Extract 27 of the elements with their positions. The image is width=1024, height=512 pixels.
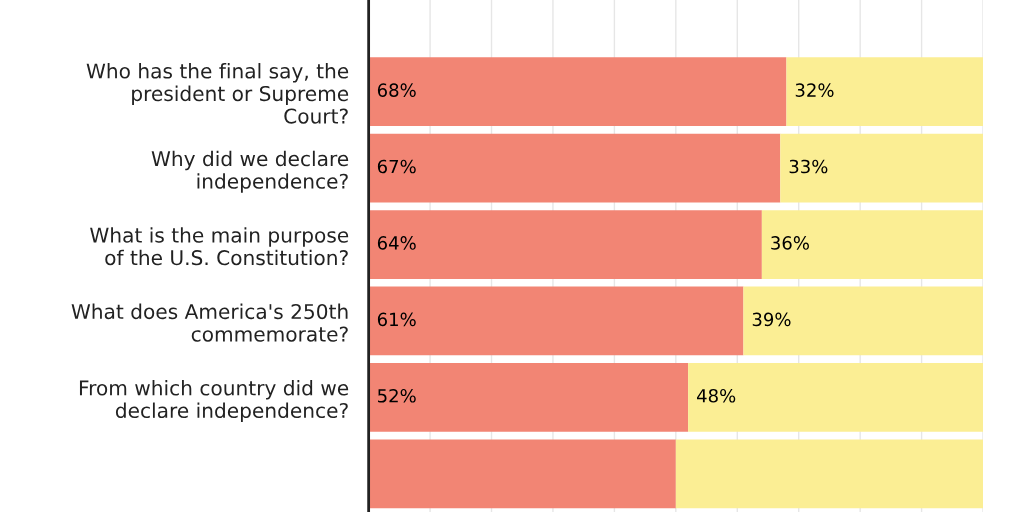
data-label: 52% bbox=[378, 388, 416, 403]
bar bbox=[368, 133, 781, 203]
data-label: 32% bbox=[795, 83, 834, 97]
bar bbox=[675, 439, 984, 509]
data-label: 33% bbox=[789, 159, 828, 174]
bar bbox=[743, 286, 984, 356]
data-label: 48% bbox=[697, 388, 736, 403]
data-label: 61% bbox=[377, 312, 416, 327]
bar bbox=[368, 210, 762, 279]
bar bbox=[368, 57, 787, 127]
y-tick-label: What is the main purpose of the U.S. Constitution? bbox=[90, 227, 349, 266]
data-label: 39% bbox=[752, 312, 791, 327]
y-tick-label: Why did we declare independence? bbox=[151, 150, 349, 193]
y-tick-label: From which country did we declare independence? bbox=[79, 379, 349, 423]
y-tick-label: Who has the final say, the president or Supreme Court? bbox=[86, 63, 349, 124]
data-label: 64% bbox=[377, 236, 416, 250]
bar bbox=[761, 210, 984, 279]
y-tick-label: What does America's 250th commemorate? bbox=[71, 303, 348, 342]
bar bbox=[786, 57, 984, 127]
data-label: 67% bbox=[377, 159, 416, 174]
bar bbox=[368, 286, 744, 356]
bar bbox=[688, 362, 984, 432]
data-label: 36% bbox=[771, 236, 809, 250]
bar bbox=[368, 439, 676, 509]
bar bbox=[780, 133, 984, 203]
data-label: 68% bbox=[377, 83, 416, 97]
bar bbox=[368, 362, 689, 432]
